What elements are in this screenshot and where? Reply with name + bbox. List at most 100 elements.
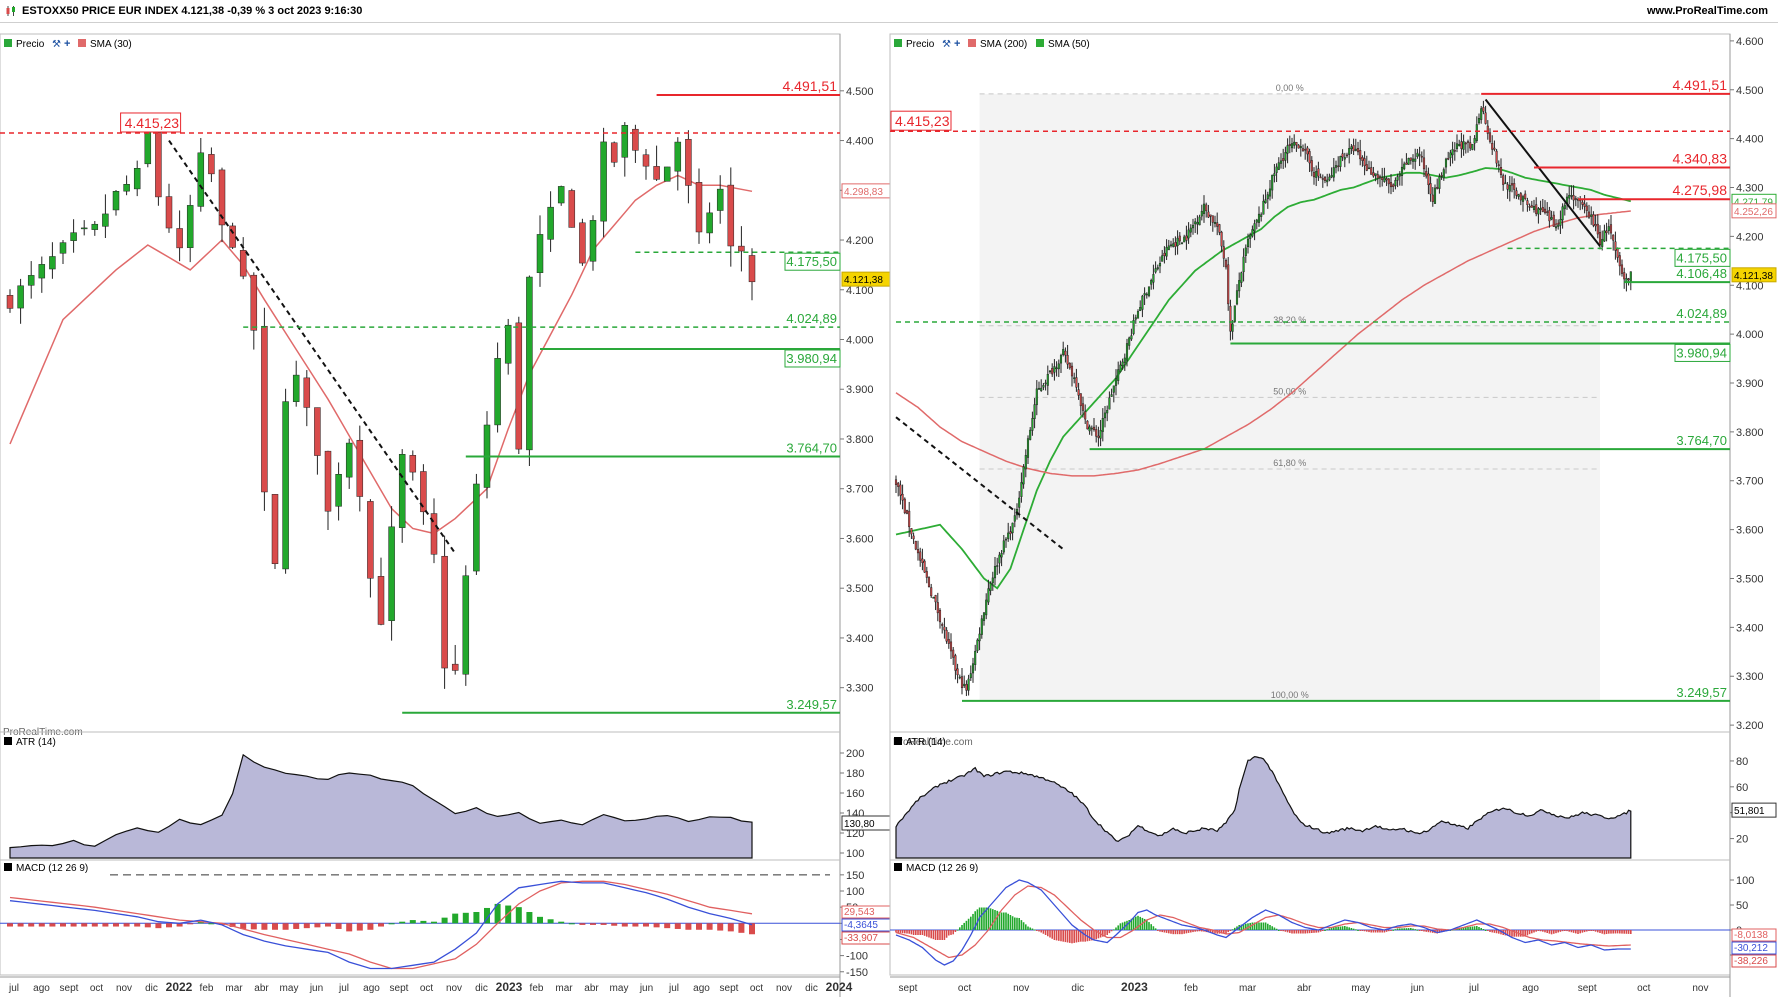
candle-body xyxy=(1411,158,1415,162)
macd-line xyxy=(9,880,753,970)
candle-body xyxy=(27,275,35,286)
candle-body xyxy=(1249,234,1252,239)
candle-body xyxy=(1273,173,1276,177)
candle-body xyxy=(1607,226,1610,231)
candle-body xyxy=(1145,293,1148,296)
candle-body xyxy=(685,139,692,186)
macd-histogram-bar xyxy=(1621,930,1623,934)
candle-body xyxy=(963,683,966,687)
candle-body xyxy=(1332,167,1335,178)
macd-histogram-bar xyxy=(954,930,957,932)
candle-body xyxy=(1497,164,1500,166)
wrench-icon: ⚒ xyxy=(52,39,61,50)
macd-histogram-bar xyxy=(1616,930,1619,934)
candle-body xyxy=(1013,515,1016,522)
candle-body xyxy=(1075,377,1078,388)
sma-legend-swatch xyxy=(78,39,86,47)
macd-histogram-bar xyxy=(945,930,948,938)
right-ytick-label-0: 4.600 xyxy=(1736,36,1764,48)
title-bar: ESTOXX50 PRICE EUR INDEX 4.121,38 -0,39 … xyxy=(0,0,1778,23)
left-ytick-label-1: 4.400 xyxy=(846,136,874,148)
candle-body xyxy=(967,678,970,691)
candle-body xyxy=(1255,219,1258,223)
macd-histogram-bar xyxy=(611,923,618,926)
macd-histogram-bar xyxy=(1599,930,1601,933)
macd-histogram-bar xyxy=(1273,927,1276,930)
candle-body xyxy=(910,528,913,535)
level-box-7 xyxy=(1674,343,1731,362)
macd-histogram-bar xyxy=(1053,930,1056,940)
candle-body xyxy=(1592,214,1595,226)
macd-histogram-bar xyxy=(1559,930,1562,932)
macd-histogram-bar xyxy=(1130,918,1133,930)
candle-body xyxy=(706,212,713,234)
atr-legend-swatch xyxy=(4,737,12,745)
macd-histogram-bar xyxy=(970,916,972,930)
macd-histogram-bar xyxy=(1220,930,1223,934)
macd-histogram-bar xyxy=(1157,930,1159,931)
candle-body xyxy=(1092,426,1096,430)
candle-body xyxy=(1455,143,1459,149)
macd-histogram-bar xyxy=(229,923,236,927)
right-trendline-1 xyxy=(1484,98,1601,247)
macd-histogram-bar xyxy=(1564,930,1566,931)
macd-histogram-bar xyxy=(1583,930,1586,933)
macd-histogram-bar xyxy=(1229,930,1232,931)
candle-body xyxy=(1444,158,1448,168)
macd-histogram-bar xyxy=(1381,930,1383,933)
atr-ytick-label: 160 xyxy=(846,788,864,800)
macd-histogram-bar xyxy=(1181,930,1183,935)
charts-canvas: 4.500 4.400 4.300 4.200 4.100 4.000 3.900 3.800… xyxy=(0,33,1777,997)
candle-body xyxy=(1361,157,1364,161)
fibonacci-label-2: 50,00 % xyxy=(1273,386,1306,396)
candle-body xyxy=(1180,242,1184,245)
macd-histogram-bar xyxy=(1317,930,1320,933)
right-legend: Precio ⚒ + SMA (200) SMA (50) xyxy=(894,38,1090,50)
macd-histogram-bar xyxy=(1465,927,1467,930)
macd-histogram-bar xyxy=(1190,930,1192,933)
atr-area xyxy=(9,753,753,859)
macd-histogram-bar xyxy=(1071,930,1073,944)
site-url[interactable]: www.ProRealTime.com xyxy=(1646,5,1768,17)
macd-histogram-bar xyxy=(664,923,671,929)
left-x-axis: jul ago sept oct nov dic 2022 feb mar abr may jun ju… xyxy=(0,976,853,994)
x-axis-label: mar xyxy=(225,983,243,994)
candle-body xyxy=(409,455,417,473)
candle-body xyxy=(1114,378,1118,386)
candle-body xyxy=(17,285,24,309)
candle-body xyxy=(965,684,968,691)
right-ytick-label-14: 3.200 xyxy=(1736,720,1764,732)
macd-signal-line xyxy=(895,885,1631,959)
left-ytick-label-6: 3.900 xyxy=(846,384,874,396)
macd-histogram-bar xyxy=(1143,918,1146,930)
left-ytick-label-9: 3.600 xyxy=(846,533,874,545)
level-label-4: 4.175,50 xyxy=(1676,250,1727,265)
candle-body xyxy=(123,184,130,192)
candle-body xyxy=(1431,194,1434,202)
macd-histogram-bar xyxy=(1594,930,1597,932)
macd-histogram-bar xyxy=(1031,928,1034,930)
candle-body xyxy=(1178,235,1181,242)
macd-histogram-bar xyxy=(1531,930,1533,934)
right-ytick-label-3: 4.300 xyxy=(1736,183,1764,195)
macd-histogram-bar xyxy=(1106,930,1108,935)
candle-body xyxy=(923,560,926,573)
right-ytick-label-12: 3.400 xyxy=(1736,622,1764,634)
macd-histogram-bar xyxy=(1258,922,1260,930)
candle-body xyxy=(727,184,735,247)
candle-body xyxy=(1420,155,1423,158)
candle-body xyxy=(526,276,533,451)
macd-histogram-bar xyxy=(1029,927,1031,930)
candle-body xyxy=(642,154,650,167)
level-label-5: 4.106,48 xyxy=(1676,266,1727,281)
macd-histogram-bar xyxy=(981,907,983,930)
macd-histogram-bar xyxy=(1044,930,1047,935)
macd-histogram-bar xyxy=(932,930,935,940)
candle-body xyxy=(1031,418,1034,431)
x-axis-label: jul xyxy=(8,983,19,994)
candle-body xyxy=(80,227,88,230)
macd-histogram-bar xyxy=(1003,912,1005,930)
macd-histogram-bar xyxy=(1515,930,1518,937)
candle-body xyxy=(388,526,395,621)
